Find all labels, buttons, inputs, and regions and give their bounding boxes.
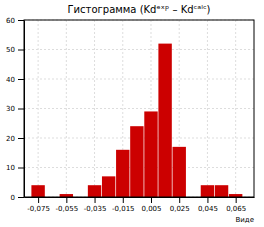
grid-line-y bbox=[24, 49, 254, 50]
grid-line-y bbox=[24, 108, 254, 109]
chart-svg: -0,075 -0,055 -0,035 -0,015 0,005 0,025 0,045 0… bbox=[0, 0, 264, 227]
x-tick-mark bbox=[38, 197, 39, 203]
y-tick-mark bbox=[18, 20, 24, 21]
y-tick: 10 bbox=[6, 164, 24, 172]
y-tick-label: 30 bbox=[6, 105, 15, 113]
x-tick: -0,075 bbox=[27, 197, 50, 213]
y-tick-label: 60 bbox=[6, 17, 15, 25]
x-tick-mark bbox=[123, 197, 124, 203]
bar bbox=[88, 185, 101, 197]
x-tick: 0,005 bbox=[141, 197, 161, 213]
x-tick-label: 0,025 bbox=[170, 205, 190, 213]
bar bbox=[102, 176, 115, 197]
x-tick-mark bbox=[179, 197, 180, 203]
bar bbox=[31, 185, 44, 197]
x-tick-mark bbox=[95, 197, 96, 203]
y-tick-mark bbox=[18, 50, 24, 51]
x-tick-label: 0,005 bbox=[141, 205, 161, 213]
x-tick: 0,025 bbox=[170, 197, 190, 213]
bar bbox=[201, 185, 214, 197]
y-tick-label: 20 bbox=[6, 135, 15, 143]
y-tick-label: 40 bbox=[6, 76, 15, 84]
bar bbox=[173, 147, 186, 197]
y-tick-mark bbox=[18, 79, 24, 80]
chart-container: -0,075 -0,055 -0,035 -0,015 0,005 0,025 0,045 0… bbox=[0, 0, 264, 227]
y-tick: 60 bbox=[6, 17, 24, 25]
x-tick-label: -0,015 bbox=[112, 205, 135, 213]
bar bbox=[158, 44, 171, 197]
y-axis: 0 10 20 30 40 50 60 bbox=[6, 17, 24, 202]
y-tick: 50 bbox=[6, 46, 24, 54]
x-tick: -0,015 bbox=[112, 197, 135, 213]
grid-line-x bbox=[207, 20, 208, 197]
plot-frame bbox=[24, 20, 254, 197]
x-tick: 0,065 bbox=[226, 197, 246, 213]
y-tick-mark bbox=[18, 168, 24, 169]
x-tick-label: -0,075 bbox=[27, 205, 50, 213]
x-tick-mark bbox=[151, 197, 152, 203]
grid-line-y bbox=[24, 79, 254, 80]
y-tick-mark bbox=[18, 109, 24, 110]
x-axis: -0,075 -0,055 -0,035 -0,015 0,005 0,025 0,045 0… bbox=[25, 197, 255, 213]
y-tick-label: 10 bbox=[6, 164, 15, 172]
bar bbox=[215, 185, 228, 197]
grid bbox=[24, 20, 254, 197]
x-tick-mark bbox=[207, 197, 208, 203]
bar bbox=[130, 126, 143, 197]
x-tick-label: 0,065 bbox=[226, 205, 246, 213]
y-tick-label: 50 bbox=[6, 46, 15, 54]
y-tick: 0 bbox=[11, 194, 24, 202]
bars bbox=[31, 44, 242, 197]
x-tick-mark bbox=[236, 197, 237, 203]
y-tick-mark bbox=[18, 138, 24, 139]
x-tick-mark bbox=[66, 197, 67, 203]
x-tick-label: -0,035 bbox=[84, 205, 107, 213]
title: Гистограмма (Kdᵉˣᵖ – Kdᶜᵃˡᶜ) bbox=[67, 4, 210, 15]
grid-line-x bbox=[94, 20, 95, 197]
y-tick-mark bbox=[18, 197, 24, 198]
x-tick: 0,045 bbox=[198, 197, 218, 213]
x-axis-label: Виде bbox=[236, 216, 255, 224]
x-tick: -0,035 bbox=[84, 197, 107, 213]
bar bbox=[144, 111, 157, 197]
y-tick-label: 0 bbox=[11, 194, 15, 202]
y-tick: 40 bbox=[6, 76, 24, 84]
x-tick-label: 0,045 bbox=[198, 205, 218, 213]
x-tick-label: -0,055 bbox=[56, 205, 79, 213]
y-tick: 20 bbox=[6, 135, 24, 143]
x-tick: -0,055 bbox=[56, 197, 79, 213]
bar bbox=[116, 150, 129, 197]
y-tick: 30 bbox=[6, 105, 24, 113]
plot: -0,075 -0,055 -0,035 -0,015 0,005 0,025 0,045 0… bbox=[6, 17, 254, 213]
